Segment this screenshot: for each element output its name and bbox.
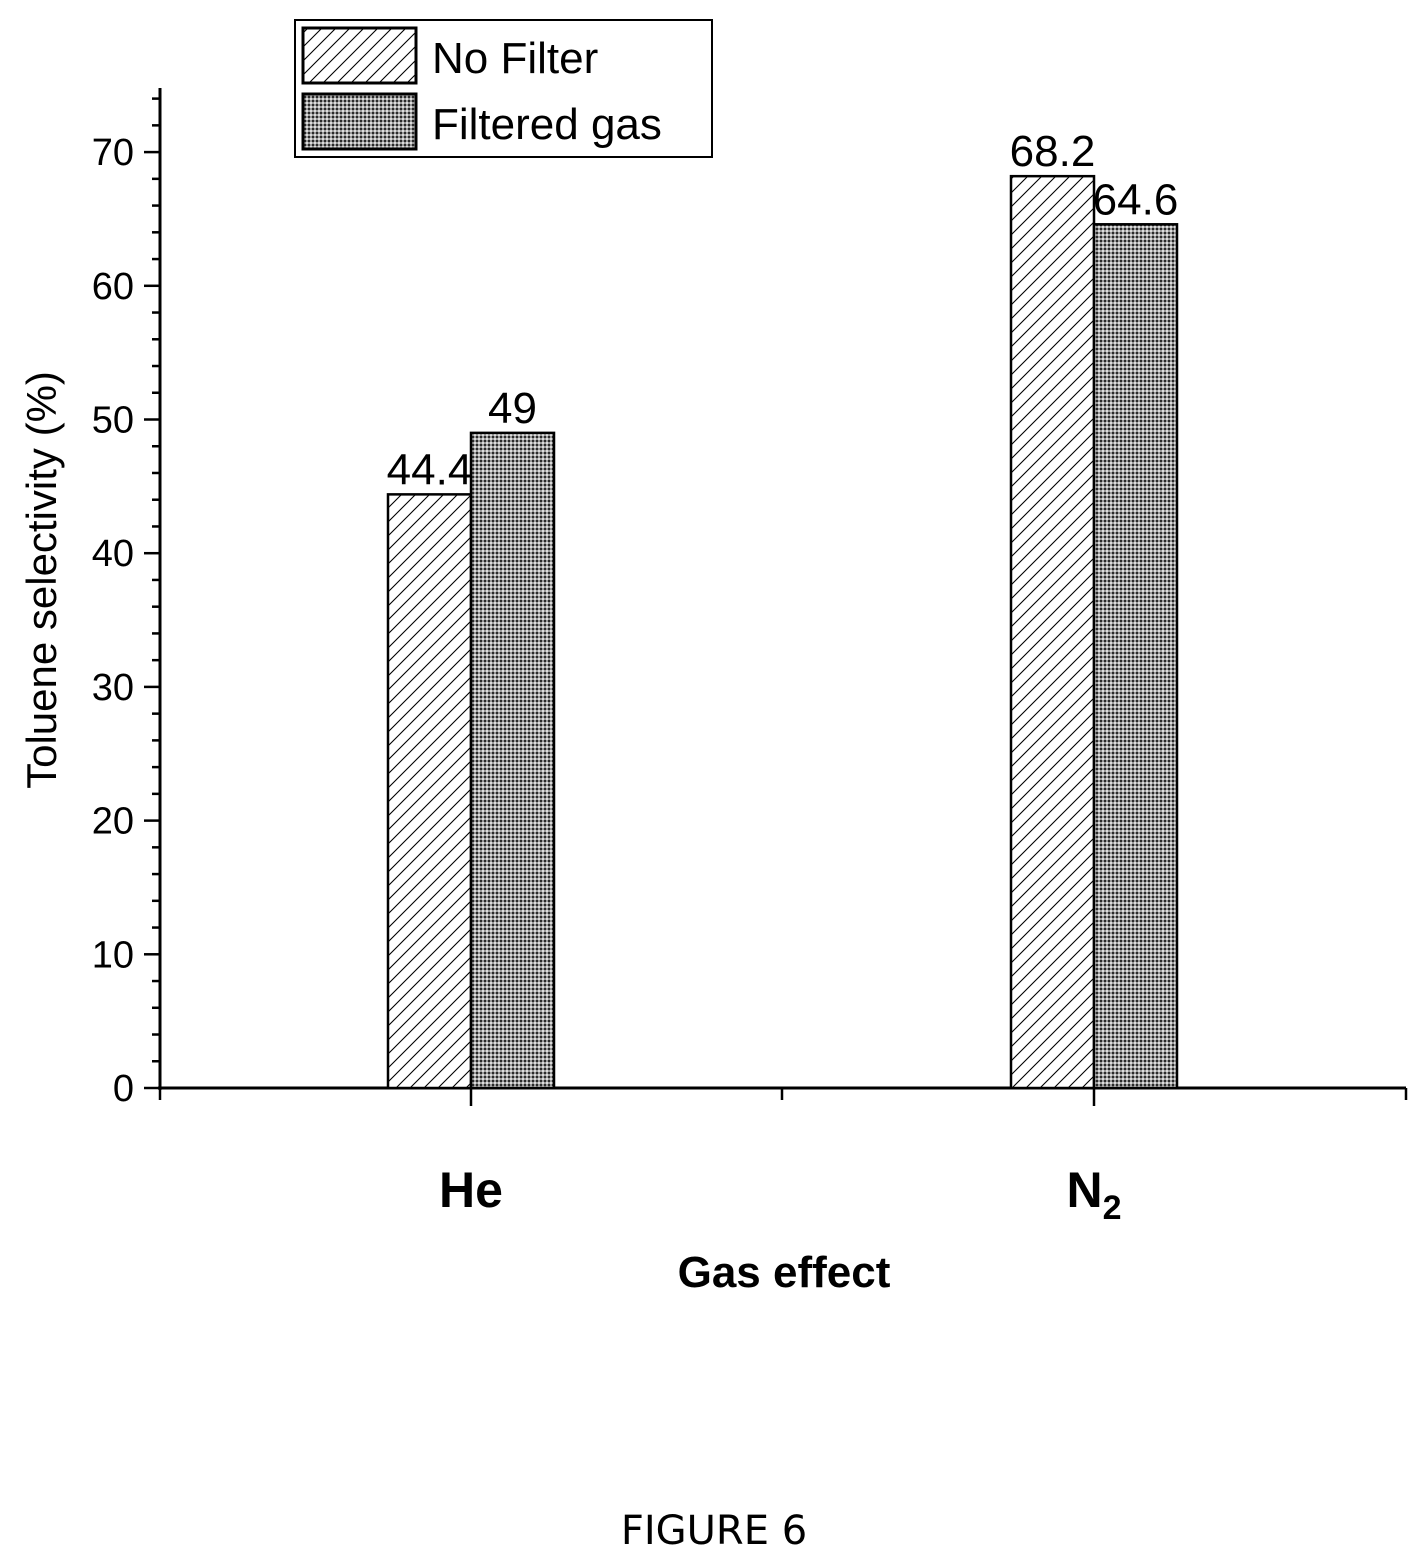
legend-swatch-no-filter: [301, 26, 418, 85]
x-axis-title: Gas effect: [678, 1248, 891, 1297]
bars: [386, 174, 1179, 1090]
y-tick-label: 60: [92, 266, 134, 308]
y-tick-label: 50: [92, 400, 134, 442]
figure-caption: FIGURE 6: [620, 1508, 808, 1554]
legend: No Filter Filtered gas: [294, 19, 713, 158]
data-labels: 44.4 68.2 49 64.6: [387, 127, 1179, 494]
bar-no-filter-n2: [1009, 174, 1096, 1090]
x-tick-label: N2: [1066, 1162, 1121, 1227]
legend-label: Filtered gas: [432, 100, 662, 149]
bar-filtered-gas-n2: [1092, 223, 1179, 1090]
y-axis-title: Toluene selectivity (%): [18, 371, 65, 789]
y-axis: 0 10 20 30 40 50 60 70: [92, 88, 162, 1110]
legend-label: No Filter: [432, 34, 598, 83]
y-tick-label: 30: [92, 667, 134, 709]
data-label: 68.2: [1010, 127, 1096, 176]
bar-filtered-gas-he: [469, 431, 556, 1090]
x-tick-label: He: [439, 1162, 503, 1218]
data-label: 64.6: [1093, 175, 1179, 224]
legend-swatch-filtered-gas: [301, 92, 418, 151]
y-tick-label: 0: [113, 1068, 134, 1110]
y-tick-label: 10: [92, 934, 134, 976]
bar-no-filter-he: [386, 493, 473, 1090]
x-tick-labels: He N2: [439, 1162, 1121, 1227]
x-axis: [158, 1086, 1408, 1106]
y-tick-label: 40: [92, 533, 134, 575]
y-tick-label: 20: [92, 801, 134, 843]
y-tick-label: 70: [92, 132, 134, 174]
data-label: 44.4: [387, 445, 473, 494]
data-label: 49: [488, 384, 537, 433]
